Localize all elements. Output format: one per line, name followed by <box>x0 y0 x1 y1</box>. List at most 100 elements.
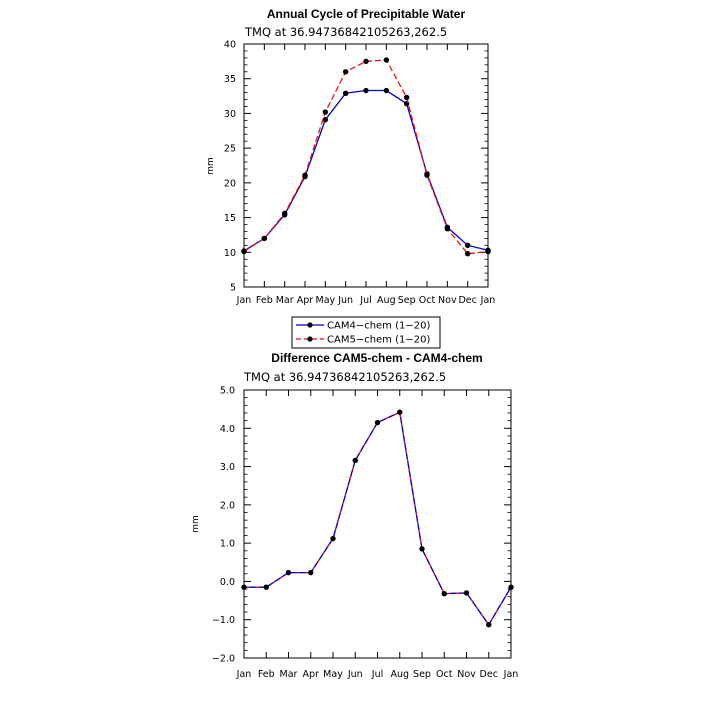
legend-marker-cam5 <box>307 336 313 342</box>
data-point <box>342 69 349 75</box>
y-tick-label: 1.0 <box>220 539 235 550</box>
x-tick-label: Jan <box>236 295 252 306</box>
y-tick-labels: −2.0 −1.0 0.0 1.0 2.0 3.0 4.0 5.0 <box>212 386 235 665</box>
x-tick-label: May <box>316 295 336 306</box>
x-tick-label: Aug <box>377 295 396 306</box>
data-point <box>383 87 390 94</box>
y-tick-label: −1.0 <box>212 615 235 626</box>
data-point <box>397 409 403 415</box>
data-point <box>363 87 369 94</box>
x-tick-label: Mar <box>276 295 294 306</box>
x-tick-label: Dec <box>480 669 498 680</box>
y-tick-label: 4.0 <box>220 424 235 435</box>
data-point <box>302 172 308 178</box>
x-tick-labels: Jan Feb Mar Apr May Jun Jul Aug Sep Oct Nov Dec Jan <box>236 295 496 306</box>
x-tick-label: May <box>323 669 343 680</box>
x-tick-label: Jun <box>337 295 353 306</box>
legend-label-cam4: CAM4−chem (1−20) <box>327 321 430 332</box>
x-tick-label: Sep <box>398 295 416 306</box>
data-point <box>424 172 430 178</box>
y-tick-label: 0.0 <box>220 577 235 588</box>
data-point <box>281 210 288 217</box>
x-tick-label: Apr <box>303 669 320 680</box>
data-point <box>285 569 292 576</box>
series-line-1 <box>243 89 489 252</box>
y-tick-label: 3.0 <box>220 462 235 473</box>
x-tick-label: Nov <box>438 295 457 306</box>
x-tick-label: Mar <box>280 669 298 680</box>
x-tick-label: Apr <box>297 295 314 306</box>
data-point <box>419 546 425 552</box>
y-tick-label: −2.0 <box>212 654 235 665</box>
x-tick-label: Jan <box>236 669 252 680</box>
data-point <box>463 590 470 596</box>
data-point <box>308 569 314 576</box>
axis-ticks <box>243 43 489 288</box>
y-tick-label: 25 <box>224 144 236 155</box>
y-tick-labels: 5 10 15 20 25 30 35 40 <box>224 40 236 294</box>
chart-subtitle: TMQ at 36.94736842105263,262.5 <box>244 25 447 39</box>
plot-frame <box>243 43 489 288</box>
y-tick-label: 2.0 <box>220 500 235 511</box>
x-tick-label: Feb <box>256 295 273 306</box>
x-tick-label: Feb <box>258 669 275 680</box>
chart-title: Annual Cycle of Precipitable Water <box>267 7 466 21</box>
data-point <box>464 242 471 249</box>
legend-label-cam5: CAM5−chem (1−20) <box>327 335 430 346</box>
series-layer <box>241 409 514 628</box>
legend-marker-cam4 <box>307 322 313 328</box>
chart-title: Difference CAM5-chem - CAM4-chem <box>271 351 482 365</box>
series-line-1 <box>244 411 512 626</box>
y-axis-label: mm <box>191 515 201 533</box>
legend: CAM4−chem (1−20) CAM5−chem (1−20) <box>291 316 441 349</box>
data-point <box>352 457 358 464</box>
data-point <box>330 535 336 542</box>
y-tick-label: 30 <box>224 109 236 120</box>
x-tick-label: Dec <box>458 295 476 306</box>
data-point <box>486 621 492 628</box>
series-layer <box>241 57 491 257</box>
data-point <box>261 235 268 242</box>
data-point <box>441 590 447 597</box>
y-tick-label: 5 <box>230 283 236 294</box>
y-tick-label: 5.0 <box>220 386 235 397</box>
x-tick-label: Oct <box>419 295 436 306</box>
y-tick-label: 20 <box>224 178 236 189</box>
data-point <box>464 250 471 257</box>
x-tick-label: Aug <box>390 669 409 680</box>
series-overlay-line-alt <box>244 411 512 626</box>
x-tick-label: Jun <box>347 669 363 680</box>
y-tick-label: 35 <box>224 74 236 85</box>
data-point <box>508 584 514 590</box>
data-point <box>383 57 390 63</box>
data-point <box>403 101 410 107</box>
y-axis-label: mm <box>206 157 216 175</box>
difference-chart: Difference CAM5-chem - CAM4-chem TMQ at … <box>191 351 518 680</box>
data-point <box>342 90 349 96</box>
x-tick-label: Jul <box>371 669 383 680</box>
series-overlay-line <box>244 411 512 626</box>
x-tick-label: Jul <box>359 295 371 306</box>
data-point <box>403 94 410 101</box>
data-point <box>241 584 247 590</box>
x-tick-label: Nov <box>457 669 476 680</box>
data-point <box>444 225 451 232</box>
precipitable-water-chart: Annual Cycle of Precipitable Water TMQ a… <box>206 7 495 306</box>
x-tick-label: Jan <box>480 295 496 306</box>
data-point <box>363 58 369 65</box>
legend-box <box>291 316 441 349</box>
x-tick-label: Jan <box>503 669 519 680</box>
y-tick-label: 10 <box>224 248 236 259</box>
data-point <box>322 116 329 123</box>
data-point <box>241 248 247 255</box>
y-tick-label: 15 <box>224 213 236 224</box>
data-point <box>485 248 491 255</box>
x-tick-label: Oct <box>436 669 453 680</box>
data-point <box>263 584 269 590</box>
x-tick-labels: Jan Feb Mar Apr May Jun Jul Aug Sep Oct Nov Dec Jan <box>236 669 519 680</box>
chart-subtitle: TMQ at 36.94736842105263,262.5 <box>243 370 446 384</box>
x-tick-label: Sep <box>413 669 431 680</box>
axis-ticks <box>243 389 512 659</box>
data-point <box>374 419 381 426</box>
